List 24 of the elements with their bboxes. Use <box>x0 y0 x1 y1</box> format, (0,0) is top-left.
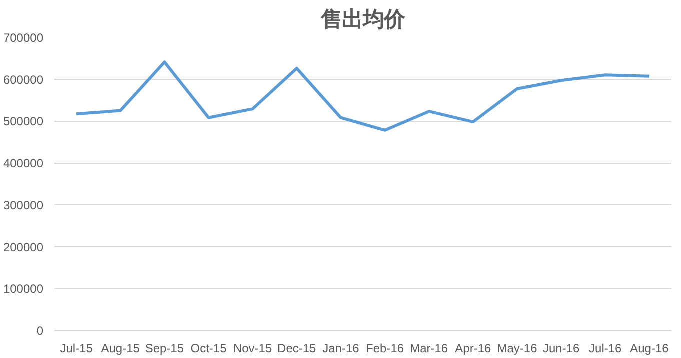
x-tick-label: Aug-15 <box>101 342 140 356</box>
y-tick-label: 200000 <box>3 240 44 254</box>
x-tick-label: Jul-16 <box>589 342 622 356</box>
x-tick-label: Sep-15 <box>145 342 184 356</box>
x-tick-label: Oct-15 <box>190 342 228 356</box>
x-tick-label: Aug-16 <box>630 342 670 356</box>
x-tick-label: Mar-16 <box>410 342 448 356</box>
y-tick-label: 500000 <box>3 114 44 129</box>
chart-title: 售出均价 <box>320 8 406 32</box>
y-tick-label: 700000 <box>3 31 44 45</box>
x-tick-label: Nov-15 <box>233 342 272 356</box>
x-tick-label: May-16 <box>497 342 538 356</box>
x-tick-label: Jun-16 <box>542 342 580 356</box>
y-tick-label: 0 <box>36 324 44 338</box>
y-tick-label: 600000 <box>3 72 44 87</box>
x-tick-label: Jan-16 <box>322 342 360 356</box>
line-series <box>75 60 651 132</box>
x-tick-label: Apr-16 <box>455 342 492 356</box>
x-tick-label: Feb-16 <box>366 342 404 356</box>
y-tick-label: 100000 <box>3 282 44 296</box>
y-tick-label: 300000 <box>3 198 44 212</box>
y-tick-label: 400000 <box>3 156 44 171</box>
x-tick-label: Dec-15 <box>278 342 317 356</box>
x-tick-label: Jul-15 <box>60 342 94 356</box>
